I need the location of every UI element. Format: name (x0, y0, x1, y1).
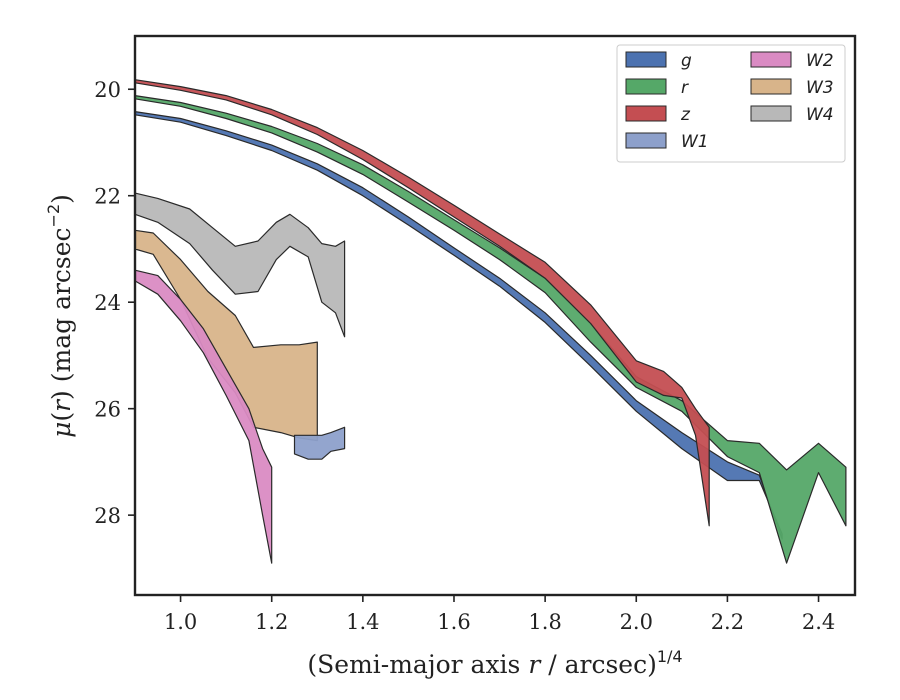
legend-label-g: g (681, 51, 692, 71)
legend-swatch-g (625, 51, 667, 68)
band-w2 (134, 269, 273, 564)
y-tick-label: 20 (94, 78, 121, 102)
y-tick-label: 24 (94, 291, 121, 315)
y-tick-label: 28 (94, 504, 121, 528)
y-axis-label-sup: −2 (44, 204, 63, 228)
x-axis-label-post: / arcsec) (540, 650, 657, 679)
x-tick-label: 1.0 (164, 610, 197, 634)
legend-label-w1: W1 (681, 132, 709, 152)
y-axis-label: μ(r) (mag arcsec−2) (44, 194, 76, 438)
legend-swatch-w4 (750, 105, 792, 122)
legend-label-r: r (681, 78, 689, 98)
x-axis-label-sup: 1/4 (657, 647, 683, 666)
x-tick-label: 1.6 (437, 610, 470, 634)
legend-label-w2: W2 (806, 51, 834, 71)
legend-label-z: z (680, 105, 691, 125)
x-axis-label-var: r (528, 650, 542, 679)
legend-swatch-r (625, 78, 667, 95)
band-z (134, 79, 710, 527)
legend-label-w3: W3 (806, 78, 834, 98)
y-axis-label-end: ) (47, 194, 76, 204)
y-axis-label-close: ) (mag arcsec (47, 227, 76, 400)
x-axis-label-pre: (Semi-major axis (307, 650, 528, 679)
band-w1 (293, 426, 346, 460)
y-tick-label: 26 (94, 398, 121, 422)
y-tick-label: 22 (94, 185, 121, 209)
x-tick-label: 1.2 (255, 610, 288, 634)
x-tick-label: 2.4 (802, 610, 835, 634)
ticks-layer: 1.0 1.2 1.4 1.6 1.8 2.0 2.2 2.4 20 22 24 26 28 (94, 78, 835, 634)
y-axis-label-var: r (47, 398, 76, 412)
legend: grz W1 W2 W3 W4 (616, 44, 846, 163)
band-w4 (134, 192, 346, 338)
bands-layer (134, 79, 847, 564)
x-tick-label: 1.8 (528, 610, 561, 634)
legend-label-w4: W4 (806, 105, 834, 125)
legend-swatch-w1 (625, 132, 667, 149)
band-r (134, 94, 847, 564)
legend-swatch-z (625, 105, 667, 122)
x-tick-label: 2.0 (620, 610, 653, 634)
legend-frame (616, 44, 846, 163)
y-axis-label-mu: μ (47, 422, 76, 438)
x-tick-label: 1.4 (346, 610, 379, 634)
legend-swatch-w3 (750, 78, 792, 95)
x-axis-label: (Semi-major axis r / arcsec)1/4 (307, 647, 682, 679)
legend-swatch-w2 (750, 51, 792, 68)
y-axis-label-open: ( (47, 412, 76, 422)
x-tick-label: 2.2 (711, 610, 744, 634)
plot-frame (133, 34, 857, 597)
